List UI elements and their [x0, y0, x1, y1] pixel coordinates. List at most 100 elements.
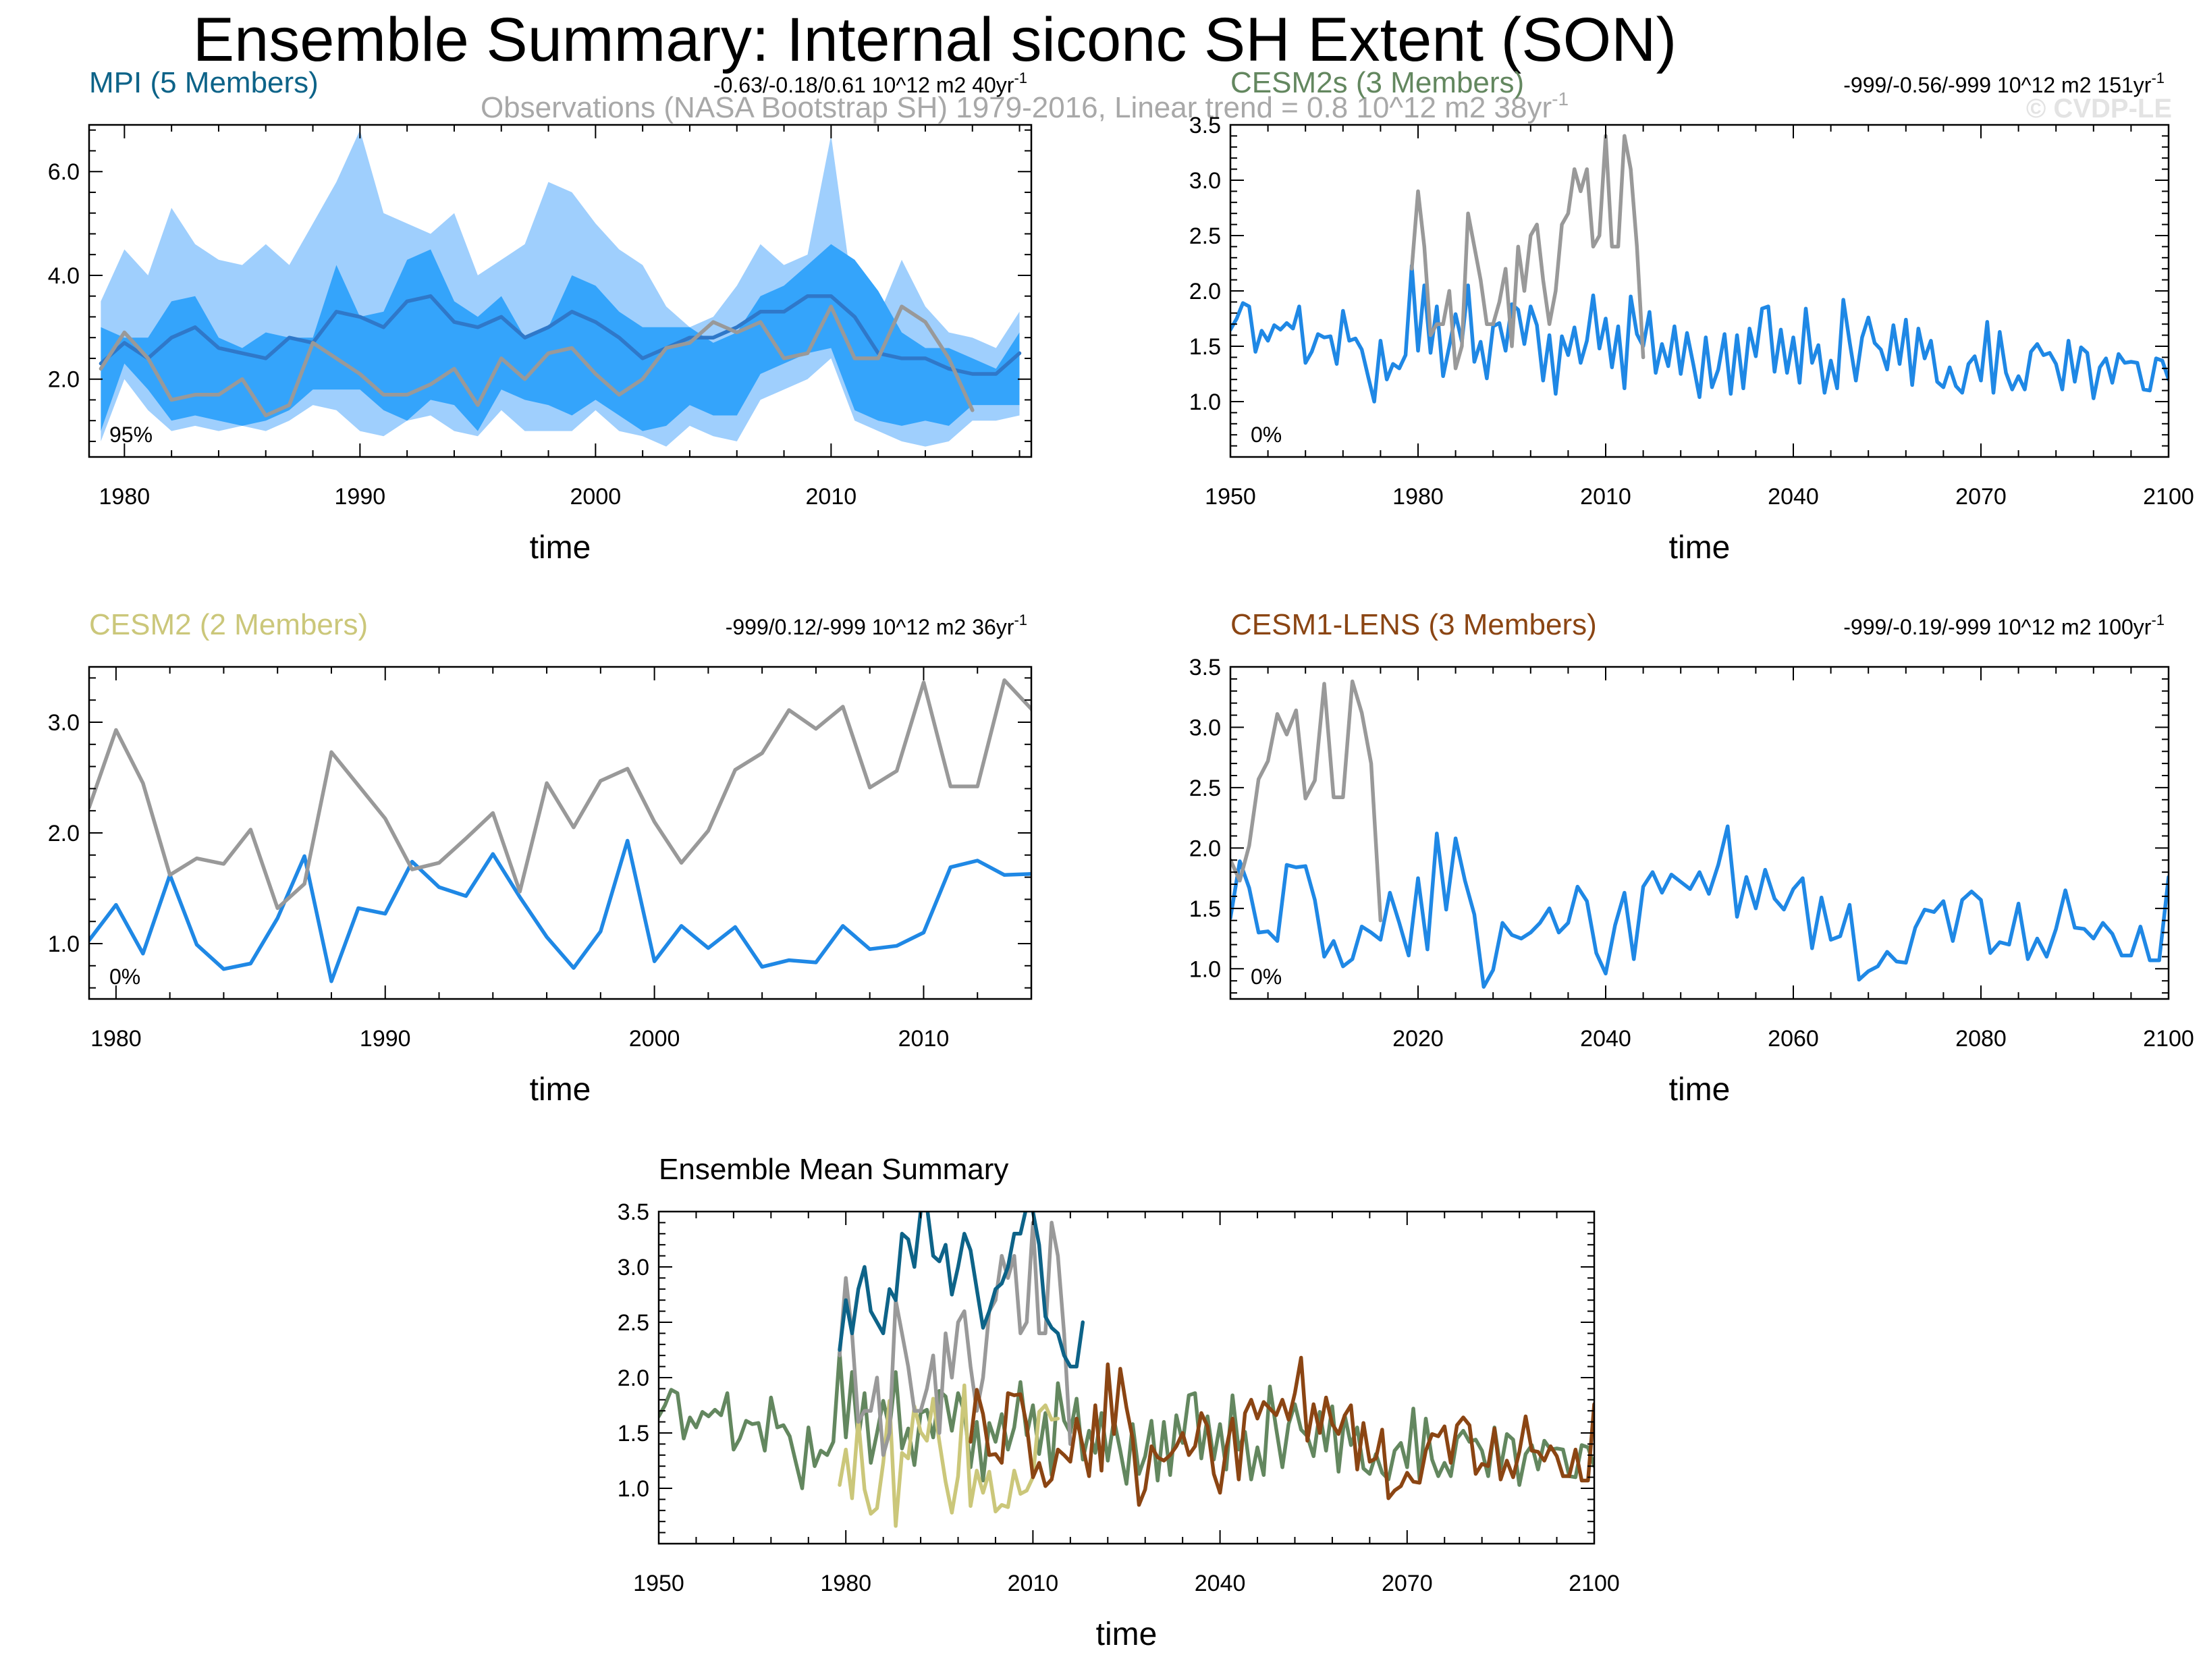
x-tick-label: 2070	[1955, 484, 2007, 510]
x-tick-label: 1980	[820, 1571, 871, 1596]
y-tick-label: 2.5	[1189, 776, 1221, 801]
panel-trend-superscript: -1	[1014, 612, 1027, 628]
panel-trend-value: -999/-0.56/-999 10^12 m2 151yr	[1843, 73, 2152, 97]
y-tick-label: 3.5	[1189, 113, 1221, 138]
x-tick-label: 2040	[1768, 484, 1819, 510]
corner-percent-label: 95%	[109, 423, 153, 447]
y-tick-label: 3.5	[618, 1199, 649, 1225]
x-tick-label: 2020	[1392, 1026, 1444, 1052]
y-tick-label: 1.0	[48, 931, 80, 957]
panel-trend-value: -999/0.12/-999 10^12 m2 36yr	[726, 615, 1014, 639]
y-tick-label: 3.5	[1189, 655, 1221, 680]
y-tick-label: 6.0	[48, 159, 80, 185]
series-line-model	[1230, 263, 2169, 404]
series-line-ensemble-mean	[99, 294, 1022, 376]
x-tick-label: 1980	[1392, 484, 1444, 510]
y-tick-label: 1.5	[618, 1421, 649, 1446]
x-tick-label: 2010	[1008, 1571, 1059, 1596]
x-tick-label: 1980	[99, 484, 151, 510]
panel-trend-text: -999/0.12/-999 10^12 m2 36yr-1	[726, 612, 1027, 639]
series-line-cesm1-lens	[969, 1355, 1594, 1507]
x-tick-label: 2010	[898, 1026, 950, 1052]
series-line-model	[1230, 824, 2169, 989]
observation-note: Observations (NASA Bootstrap SH) 1979-20…	[481, 88, 1569, 124]
x-tick-label: 2100	[2143, 1026, 2194, 1052]
panel-mpi: 1980 1990 2000 2010 2.0 4.0 6.0 time 95% MPI (5 M…	[48, 66, 1033, 566]
panel-trend-value: -0.63/-0.18/0.61 10^12 m2 40yr	[713, 73, 1014, 97]
y-tick-label: 2.0	[618, 1365, 649, 1391]
y-tick-label: 3.0	[1189, 168, 1221, 194]
panel-trend-superscript: -1	[2151, 70, 2165, 86]
series-line-cesm2s	[659, 1350, 1594, 1490]
series-line-observations	[1230, 679, 1383, 923]
y-tick-label: 3.0	[1189, 715, 1221, 740]
panel-title: CESM1-LENS (3 Members)	[1230, 608, 1597, 641]
x-tick-label: 1950	[633, 1571, 684, 1596]
plot-data-ensemble-mean	[659, 1212, 1594, 1528]
plot-data-mpi	[99, 130, 1022, 447]
panel-title: CESM2 (2 Members)	[89, 608, 368, 641]
x-axis-label: time	[1669, 530, 1731, 566]
y-tick-label: 2.0	[1189, 279, 1221, 304]
x-axis-label: time	[1096, 1617, 1158, 1652]
panel-ensemble-mean: 1950 1980 2010 2040 2070 2100 1.0 1.5 2.0 2.5 3.0 3…	[618, 1153, 1620, 1652]
x-tick-label: 2000	[570, 484, 622, 510]
panel-trend-text: -999/-0.56/-999 10^12 m2 151yr-1	[1843, 70, 2165, 97]
corner-percent-label: 0%	[109, 965, 140, 989]
x-tick-label: 1990	[360, 1026, 411, 1052]
y-tick-label: 1.0	[618, 1476, 649, 1502]
panel-trend-text: -999/-0.19/-999 10^12 m2 100yr-1	[1843, 612, 2165, 639]
series-line-model	[89, 838, 1031, 983]
panels-layer: 1980 1990 2000 2010 2.0 4.0 6.0 time 95% MPI (5 M…	[48, 66, 2194, 1652]
panel-title: CESM2s (3 Members)	[1230, 66, 1524, 99]
x-tick-label: 2010	[806, 484, 857, 510]
x-tick-label: 2000	[629, 1026, 680, 1052]
x-axis-label: time	[530, 1072, 591, 1108]
series-line-observations	[99, 304, 975, 418]
x-tick-label: 2040	[1580, 1026, 1631, 1052]
panel-trend-superscript: -1	[2151, 612, 2165, 628]
figure-title: Ensemble Summary: Internal siconc SH Ext…	[193, 5, 1677, 74]
observation-note-text: Observations (NASA Bootstrap SH) 1979-20…	[481, 91, 1552, 124]
series-line-cesm2	[838, 1383, 1060, 1528]
panel-cesm1-lens: 2020 2040 2060 2080 2100 1.0 1.5 2.0 2.5 3.0 3.5 ti…	[1189, 608, 2194, 1108]
panel-trend-value: -999/-0.19/-999 10^12 m2 100yr	[1843, 615, 2152, 639]
plot-frame	[88, 124, 1033, 458]
plot-data-cesm2	[89, 678, 1031, 983]
panel-trend-superscript: -1	[1014, 70, 1027, 86]
y-tick-label: 3.0	[618, 1255, 649, 1280]
y-tick-label: 2.5	[618, 1310, 649, 1336]
spread-band-inner	[101, 244, 1020, 431]
x-tick-label: 2080	[1955, 1026, 2007, 1052]
y-tick-label: 1.0	[1189, 389, 1221, 415]
series-line-observations	[838, 1220, 1072, 1457]
plot-data-cesm1-lens	[1230, 679, 2169, 989]
watermark: © CVDP-LE	[2026, 94, 2172, 124]
panel-cesm2s: 1950 1980 2010 2040 2070 2100 1.0 1.5 2.0 2.5 3.0 3…	[1189, 66, 2194, 566]
observation-note-superscript: -1	[1552, 88, 1569, 109]
y-tick-label: 1.5	[1189, 896, 1221, 922]
panel-cesm2: 1980 1990 2000 2010 1.0 2.0 3.0 time 0% CESM2 (2 …	[48, 608, 1033, 1108]
y-tick-label: 1.0	[1189, 956, 1221, 982]
x-tick-label: 2070	[1382, 1571, 1433, 1596]
x-tick-label: 2100	[2143, 484, 2194, 510]
corner-percent-label: 0%	[1251, 965, 1282, 989]
y-tick-label: 4.0	[48, 263, 80, 289]
x-tick-label: 1980	[90, 1026, 142, 1052]
x-tick-label: 2040	[1195, 1571, 1246, 1596]
series-line-mpi	[838, 1212, 1085, 1369]
x-tick-label: 1950	[1205, 484, 1256, 510]
series-line-observations	[1409, 134, 1646, 371]
panel-title: MPI (5 Members)	[89, 66, 319, 99]
x-tick-label: 1990	[335, 484, 386, 510]
x-tick-label: 2100	[1569, 1571, 1620, 1596]
x-axis-label: time	[1669, 1072, 1731, 1108]
x-tick-label: 2060	[1768, 1026, 1819, 1052]
y-tick-label: 2.0	[48, 367, 80, 393]
y-tick-label: 2.5	[1189, 223, 1221, 249]
plot-frame	[1229, 666, 2170, 1000]
y-tick-label: 2.0	[48, 821, 80, 846]
x-tick-label: 2010	[1580, 484, 1631, 510]
x-axis-label: time	[530, 530, 591, 566]
